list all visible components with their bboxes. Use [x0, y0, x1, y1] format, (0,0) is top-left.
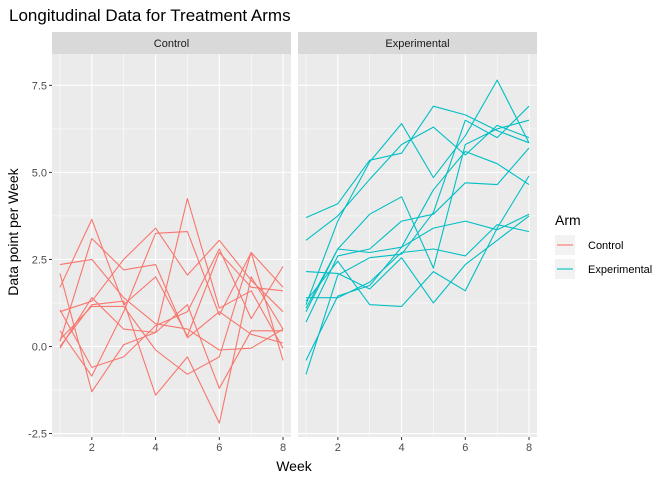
y-tick-label: 2.5: [32, 254, 47, 266]
legend: Arm Control Experimental: [555, 212, 652, 279]
legend-item-control: Control: [555, 235, 623, 255]
series-line-experimental-7: [305, 150, 530, 361]
series-line-experimental-11: [305, 213, 530, 312]
x-tick-label: 2: [89, 442, 95, 454]
x-tick-label: 4: [153, 442, 159, 454]
legend-label: Control: [588, 240, 623, 252]
series-line-experimental-10: [306, 224, 530, 299]
series-line-control-8: [59, 197, 284, 393]
x-tick-label: 2: [335, 442, 341, 454]
series-line-control-6: [59, 276, 284, 424]
facet-strip-label-experimental: Experimental: [385, 38, 449, 50]
facet-strip-label-control: Control: [154, 38, 189, 50]
series-line-experimental-5: [305, 105, 530, 375]
facet-panels: Control 2 4 6 8 -2.5 0.0 2.5 5.0 7.5 Experimental 2…: [28, 32, 537, 454]
y-axis-title: Data point per Week: [5, 167, 21, 295]
series-line-control-2: [59, 218, 284, 337]
x-tick-label: 6: [216, 442, 222, 454]
x-tick-label: 8: [280, 442, 286, 454]
series-line-control-4: [59, 231, 284, 377]
panel-experimental: Experimental 2 4 6 8: [298, 32, 537, 454]
series-line-experimental-8: [305, 215, 530, 304]
y-tick-label: 7.5: [32, 80, 47, 92]
series-line-experimental-1: [305, 105, 530, 219]
series-line-control-5: [59, 237, 284, 344]
series-line-control-7: [59, 297, 283, 389]
series-line-control-1: [59, 258, 284, 351]
x-tick-label: 8: [526, 442, 532, 454]
facet-strip-experimental: [298, 32, 537, 54]
series-line-control-9: [59, 227, 284, 313]
y-tick-label: 0.0: [32, 341, 47, 353]
panel-control: Control 2 4 6 8 -2.5 0.0 2.5 5.0 7.5: [28, 32, 291, 454]
legend-title: Arm: [555, 212, 581, 228]
x-axis-title: Week: [276, 458, 313, 474]
series-line-experimental-3: [305, 79, 530, 305]
chart-title: Longitudinal Data for Treatment Arms: [9, 6, 291, 25]
x-tick-label: 6: [462, 442, 468, 454]
legend-item-experimental: Experimental: [555, 259, 652, 279]
y-tick-label: 5.0: [32, 167, 47, 179]
series-line-experimental-9: [305, 175, 530, 307]
y-tick-label: -2.5: [28, 429, 47, 441]
facet-strip-control: [52, 32, 291, 54]
series-line-experimental-2: [305, 124, 530, 241]
panel-background: [298, 54, 537, 437]
panel-background: [52, 54, 291, 437]
legend-label: Experimental: [588, 264, 652, 276]
series-line-control-10: [59, 251, 284, 375]
x-tick-label: 4: [399, 442, 405, 454]
